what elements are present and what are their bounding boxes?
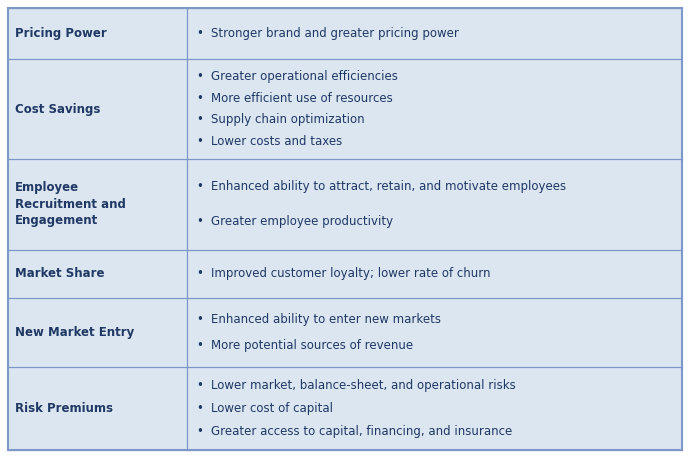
Bar bbox=[8, 298, 682, 366]
Text: Lower market, balance-sheet, and operational risks: Lower market, balance-sheet, and operati… bbox=[210, 379, 515, 392]
Text: •: • bbox=[197, 379, 204, 392]
Text: Risk Premiums: Risk Premiums bbox=[15, 402, 113, 415]
Text: Stronger brand and greater pricing power: Stronger brand and greater pricing power bbox=[210, 27, 458, 40]
Text: •: • bbox=[197, 402, 204, 415]
Text: Cost Savings: Cost Savings bbox=[15, 103, 100, 115]
Text: More efficient use of resources: More efficient use of resources bbox=[210, 92, 393, 104]
Text: •: • bbox=[197, 339, 204, 352]
Text: Enhanced ability to attract, retain, and motivate employees: Enhanced ability to attract, retain, and… bbox=[210, 180, 566, 193]
Bar bbox=[8, 8, 682, 59]
Text: Lower cost of capital: Lower cost of capital bbox=[210, 402, 333, 415]
Bar bbox=[8, 159, 682, 250]
Text: Enhanced ability to enter new markets: Enhanced ability to enter new markets bbox=[210, 313, 441, 326]
Text: •: • bbox=[197, 70, 204, 83]
Text: •: • bbox=[197, 425, 204, 438]
Text: •: • bbox=[197, 267, 204, 280]
Text: Supply chain optimization: Supply chain optimization bbox=[210, 114, 364, 126]
Bar bbox=[8, 366, 682, 450]
Text: Pricing Power: Pricing Power bbox=[15, 27, 107, 40]
Text: More potential sources of revenue: More potential sources of revenue bbox=[210, 339, 413, 352]
Text: •: • bbox=[197, 313, 204, 326]
Text: •: • bbox=[197, 215, 204, 229]
Text: •: • bbox=[197, 114, 204, 126]
Text: Employee
Recruitment and
Engagement: Employee Recruitment and Engagement bbox=[15, 181, 126, 228]
Bar bbox=[8, 59, 682, 159]
Text: Greater employee productivity: Greater employee productivity bbox=[210, 215, 393, 229]
Text: Greater operational efficiencies: Greater operational efficiencies bbox=[210, 70, 397, 83]
Text: •: • bbox=[197, 92, 204, 104]
Text: •: • bbox=[197, 27, 204, 40]
Text: Lower costs and taxes: Lower costs and taxes bbox=[210, 135, 342, 148]
Text: Greater access to capital, financing, and insurance: Greater access to capital, financing, an… bbox=[210, 425, 512, 438]
Text: New Market Entry: New Market Entry bbox=[15, 326, 135, 339]
Text: •: • bbox=[197, 180, 204, 193]
Text: Improved customer loyalty; lower rate of churn: Improved customer loyalty; lower rate of… bbox=[210, 267, 490, 280]
Text: •: • bbox=[197, 135, 204, 148]
Text: Market Share: Market Share bbox=[15, 267, 104, 280]
Bar bbox=[8, 250, 682, 298]
